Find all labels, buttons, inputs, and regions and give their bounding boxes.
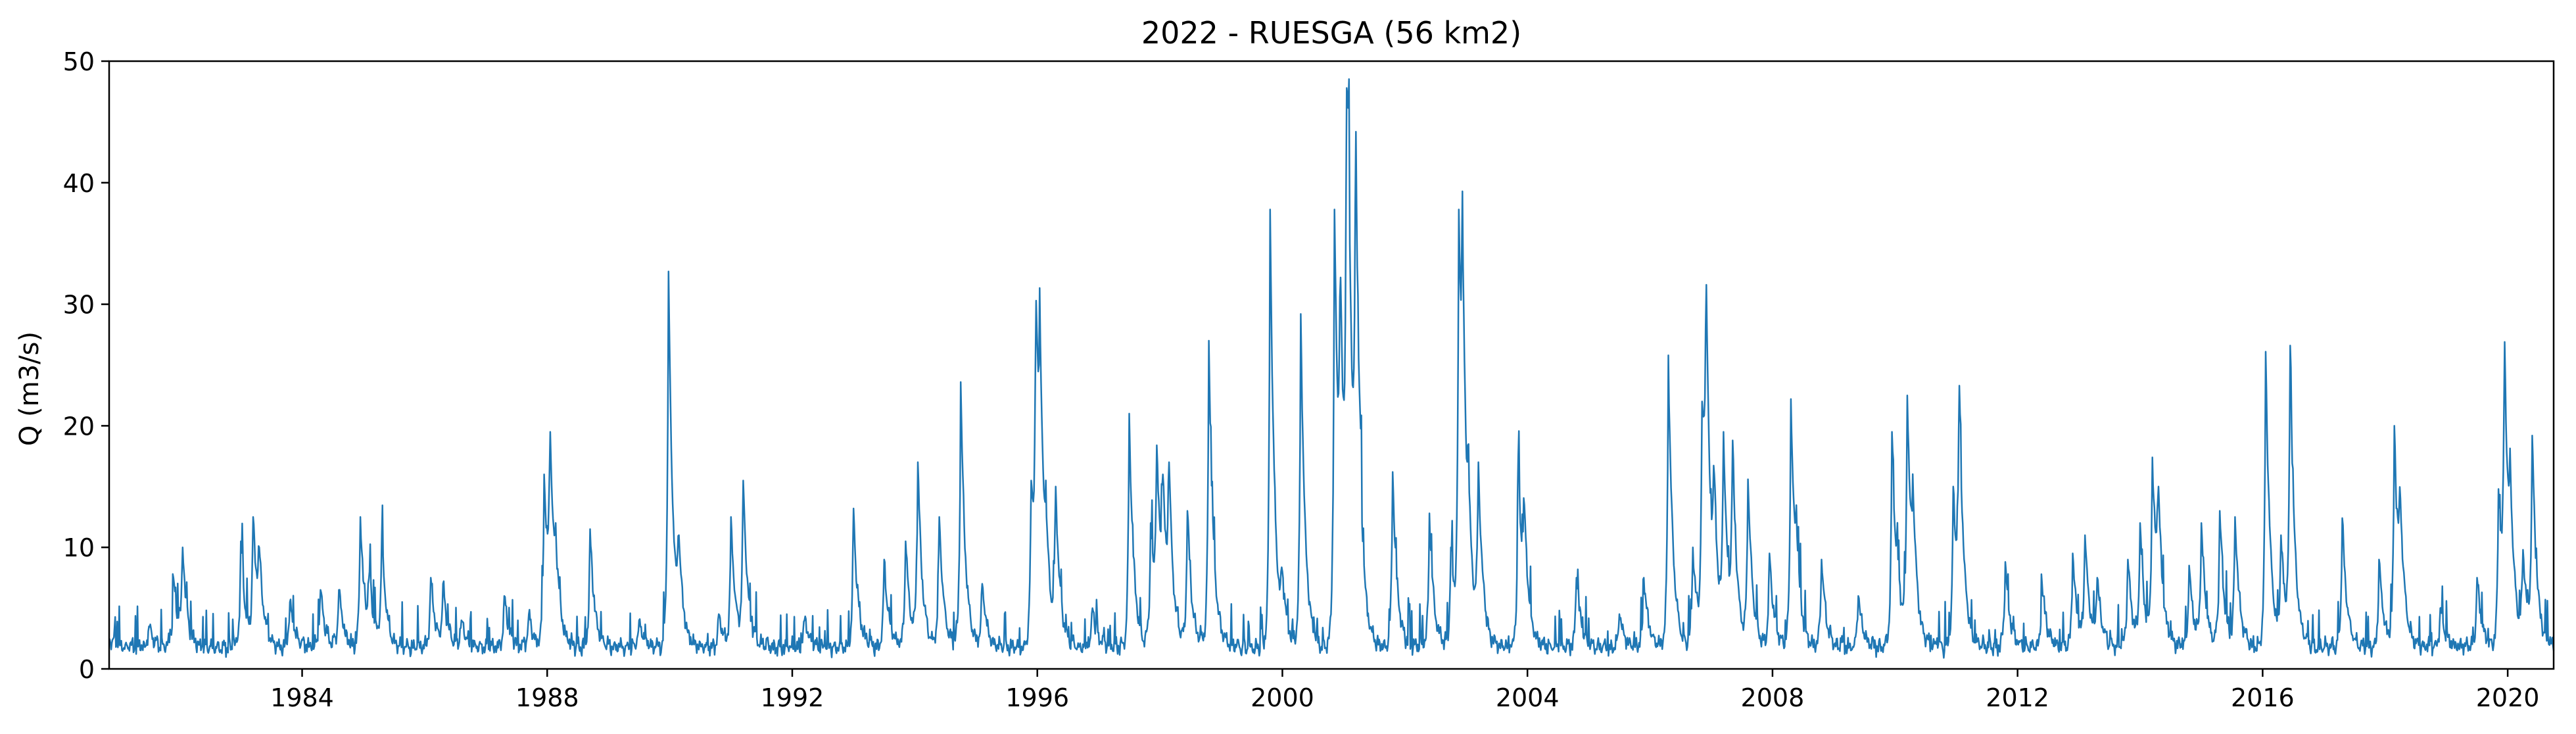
x-tick-label: 1996	[1005, 683, 1069, 712]
x-tick-label: 1984	[270, 683, 334, 712]
x-tick-label: 2016	[2231, 683, 2295, 712]
y-tick-label: 10	[63, 533, 95, 562]
series-layer	[108, 78, 2555, 659]
discharge-series-line	[108, 78, 2555, 659]
x-tick-label: 2004	[1496, 683, 1560, 712]
x-tick-label: 2012	[1986, 683, 2049, 712]
y-tick-label: 20	[63, 412, 95, 441]
y-tick-label: 0	[79, 655, 95, 684]
plot-frame	[108, 60, 2555, 670]
x-tick-label: 2008	[1741, 683, 1805, 712]
x-tick-label: 2000	[1251, 683, 1314, 712]
chart-title: 2022 - RUESGA (56 km2)	[1141, 15, 1521, 51]
y-tick-label: 30	[63, 291, 95, 320]
x-tick-label: 1988	[515, 683, 579, 712]
axis-layer: 1984 1988 1992 1996 2000 2004 2008 2012 2016 2020…	[63, 47, 2540, 712]
x-tick-label: 2020	[2476, 683, 2540, 712]
x-tick-label: 1992	[761, 683, 824, 712]
y-axis-label: Q (m3/s)	[14, 331, 45, 446]
y-tick-label: 50	[63, 47, 95, 76]
y-tick-label: 40	[63, 169, 95, 198]
